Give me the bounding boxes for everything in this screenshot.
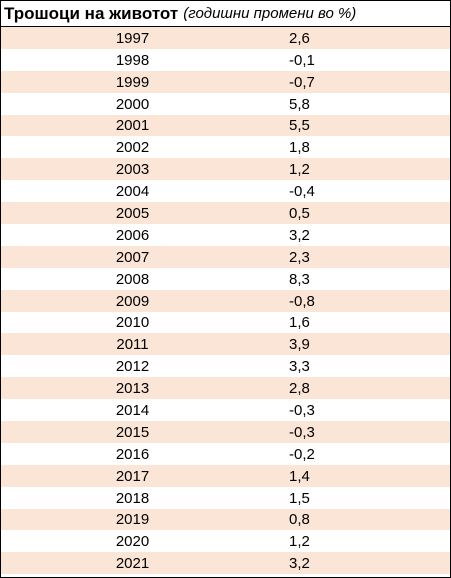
value-cell: 1,2 (264, 158, 450, 181)
value-cell: -0,3 (264, 399, 450, 422)
table-row: 2006 3,2 (1, 224, 450, 246)
table-row: 1998 -0,1 (1, 48, 450, 71)
year-cell: 2018 (1, 486, 264, 509)
table-row: 2000 5,8 (1, 92, 450, 115)
table-row: 2007 2,3 (1, 245, 450, 268)
value-cell: 1,5 (264, 486, 450, 509)
value-cell: 1,8 (264, 136, 450, 159)
year-cell: 2016 (1, 442, 264, 465)
value-cell: 2,8 (264, 377, 450, 400)
value-cell: 0,5 (264, 202, 450, 225)
value-cell: 1,2 (264, 530, 450, 553)
value-cell: 5,5 (264, 114, 450, 137)
year-cell: 2013 (1, 377, 264, 400)
year-cell: 2003 (1, 158, 264, 181)
value-cell: 0,8 (264, 508, 450, 531)
table-row: 2019 0,8 (1, 508, 450, 531)
table-row: 2020 1,2 (1, 530, 450, 553)
year-cell: 2005 (1, 202, 264, 225)
year-cell: 2017 (1, 464, 264, 487)
value-cell: 8,3 (264, 267, 450, 290)
value-cell: 3,2 (264, 224, 450, 246)
table-row: 2004 -0,4 (1, 180, 450, 203)
value-cell: 3,2 (264, 552, 450, 575)
table-row: 1997 2,6 (1, 27, 450, 49)
year-cell: 2015 (1, 421, 264, 443)
value-cell: 3,9 (264, 333, 450, 356)
table-row: 2014 -0,3 (1, 399, 450, 422)
value-cell: -0,3 (264, 421, 450, 443)
table-row: 2021 3,2 (1, 552, 450, 575)
table-subtitle: (годишни промени во %) (183, 5, 357, 22)
year-cell: 2011 (1, 333, 264, 356)
year-cell: 1999 (1, 70, 264, 93)
year-cell: 2020 (1, 530, 264, 553)
table-row: 2017 1,4 (1, 464, 450, 487)
table-row: 2008 8,3 (1, 267, 450, 290)
table-row: 2013 2,8 (1, 377, 450, 400)
value-cell: 5,8 (264, 92, 450, 115)
year-cell: 2002 (1, 136, 264, 159)
table-title: Трошоци на животот (4, 3, 179, 23)
value-cell: -0,8 (264, 289, 450, 312)
value-cell: 1,6 (264, 311, 450, 334)
table-row: 2005 0,5 (1, 202, 450, 225)
table-row: 2009 -0,8 (1, 289, 450, 312)
year-cell: 1997 (1, 27, 264, 49)
table-header: Трошоци на животот (годишни промени во %… (1, 1, 450, 27)
value-cell: 2,3 (264, 245, 450, 268)
data-table: 1997 2,6 1998 -0,1 1999 -0,7 2000 5,8 2001 5,5 200… (1, 27, 450, 575)
table-row: 2018 1,5 (1, 486, 450, 509)
table-row: 1999 -0,7 (1, 70, 450, 93)
value-cell: -0,4 (264, 180, 450, 203)
year-cell: 2000 (1, 92, 264, 115)
year-cell: 2001 (1, 114, 264, 137)
year-cell: 2006 (1, 224, 264, 246)
value-cell: -0,1 (264, 48, 450, 71)
year-cell: 2012 (1, 355, 264, 378)
year-cell: 2014 (1, 399, 264, 422)
value-cell: 3,3 (264, 355, 450, 378)
table-row: 2002 1,8 (1, 136, 450, 159)
value-cell: 1,4 (264, 464, 450, 487)
year-cell: 1998 (1, 48, 264, 71)
year-cell: 2010 (1, 311, 264, 334)
table-row: 2012 3,3 (1, 355, 450, 378)
table-row: 2015 -0,3 (1, 421, 450, 443)
table-row: 2011 3,9 (1, 333, 450, 356)
table-row: 2003 1,2 (1, 158, 450, 181)
table-row: 2001 5,5 (1, 114, 450, 137)
table-body: 1997 2,6 1998 -0,1 1999 -0,7 2000 5,8 2001 5,5 200… (1, 27, 450, 575)
year-cell: 2021 (1, 552, 264, 575)
year-cell: 2019 (1, 508, 264, 531)
table-row: 2016 -0,2 (1, 442, 450, 465)
year-cell: 2004 (1, 180, 264, 203)
year-cell: 2008 (1, 267, 264, 290)
year-cell: 2007 (1, 245, 264, 268)
table-row: 2010 1,6 (1, 311, 450, 334)
value-cell: -0,7 (264, 70, 450, 93)
value-cell: -0,2 (264, 442, 450, 465)
year-cell: 2009 (1, 289, 264, 312)
value-cell: 2,6 (264, 27, 450, 49)
